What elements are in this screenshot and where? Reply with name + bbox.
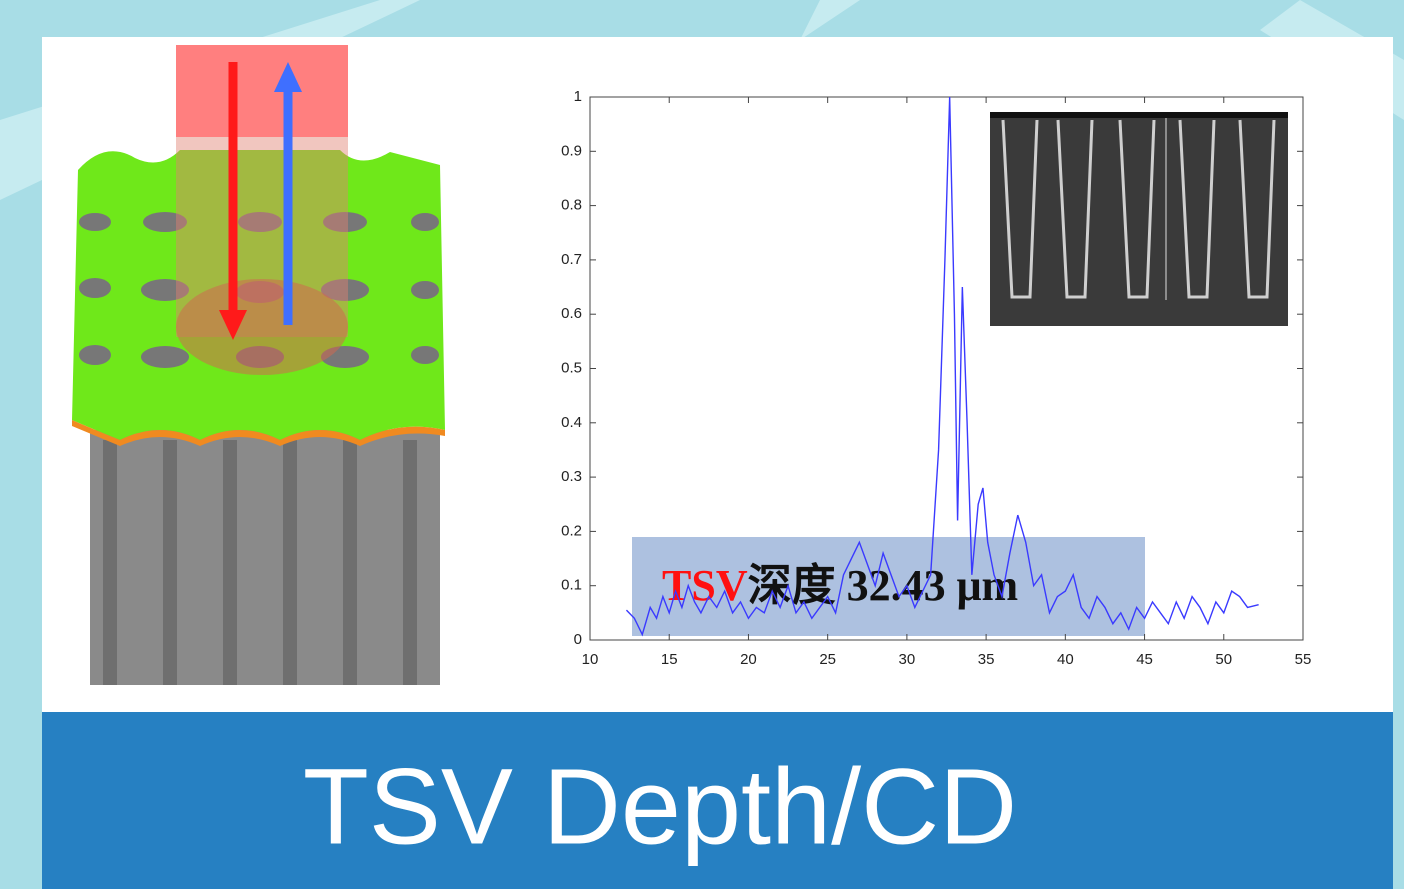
x-tick-label: 25 [819, 651, 836, 668]
caption: TSV Depth/CD [303, 746, 1017, 867]
y-tick-label: 1 [574, 88, 582, 105]
y-tick-label: 0.4 [561, 414, 582, 431]
annotation: TSV深度 32.43 μm [662, 561, 1018, 610]
y-tick-label: 0.3 [561, 468, 582, 485]
y-tick-label: 0.8 [561, 197, 582, 214]
y-tick-label: 0.5 [561, 359, 582, 376]
y-tick-label: 0.6 [561, 305, 582, 322]
annotation-highlight: TSV [662, 561, 748, 610]
x-tick-label: 35 [978, 651, 995, 668]
x-tick-label: 20 [740, 651, 757, 668]
y-tick-label: 0.1 [561, 577, 582, 594]
y-tick-label: 0 [574, 631, 582, 648]
slide: TSV Depth/CD TSV深度 32.43 μm 10152 [0, 0, 1404, 889]
x-tick-label: 10 [582, 651, 599, 668]
page: {"chart_data": {"type": "line", "annotat… [0, 0, 1404, 889]
x-tick-label: 15 [661, 651, 678, 668]
x-tick-label: 30 [899, 651, 916, 668]
x-tick-label: 50 [1215, 651, 1232, 668]
y-tick-label: 0.9 [561, 142, 582, 159]
x-tick-label: 55 [1295, 651, 1312, 668]
y-tick-label: 0.7 [561, 251, 582, 268]
y-tick-label: 0.2 [561, 522, 582, 539]
x-tick-label: 40 [1057, 651, 1074, 668]
x-tick-label: 45 [1136, 651, 1153, 668]
sem-inset [990, 112, 1288, 326]
